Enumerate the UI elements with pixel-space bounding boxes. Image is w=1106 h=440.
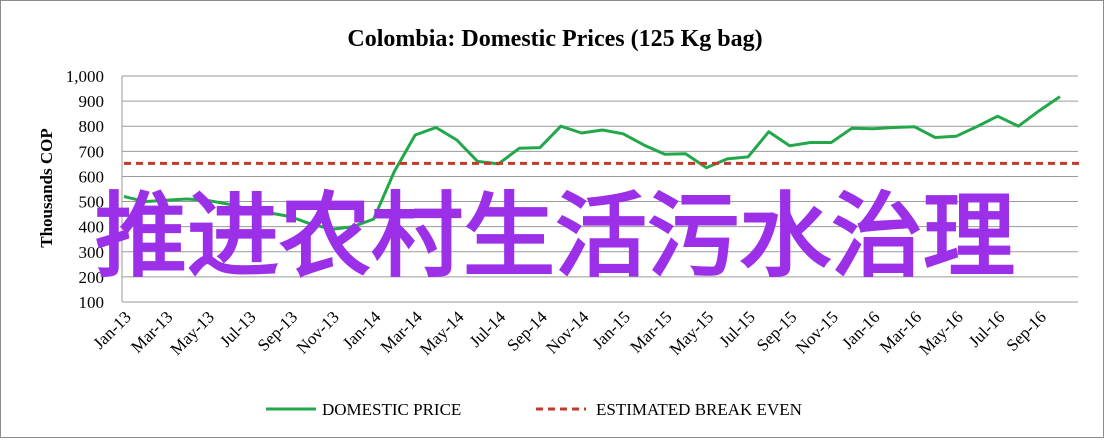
legend-label: ESTIMATED BREAK EVEN xyxy=(596,400,802,419)
y-tick-label: 700 xyxy=(79,142,105,161)
y-tick-label: 300 xyxy=(79,243,105,262)
watermark-overlay: 推进农村生活污水治理 xyxy=(95,183,1015,290)
x-tick-label: Nov-14 xyxy=(542,307,593,358)
x-tick-label: Jul-15 xyxy=(715,307,758,350)
y-tick-label: 600 xyxy=(79,167,105,186)
x-tick-label: Jan-16 xyxy=(838,307,883,352)
y-axis-label: Thousands COP xyxy=(37,128,56,248)
x-tick-label: Sep-13 xyxy=(254,307,301,354)
x-tick-label: May-13 xyxy=(167,307,218,358)
y-tick-label: 1,000 xyxy=(66,67,104,86)
x-tick-label: May-16 xyxy=(915,307,966,358)
x-tick-label: Jul-14 xyxy=(466,307,510,351)
x-tick-label: Jan-14 xyxy=(339,307,385,353)
y-tick-label: 500 xyxy=(79,193,105,212)
series-lines xyxy=(123,95,1081,231)
x-tick-label: Sep-15 xyxy=(753,307,800,354)
series-line-domestic-price xyxy=(123,95,1061,231)
y-axis-ticks: 100 200 300 400 500 600 700 800 900 1,000 xyxy=(66,67,104,312)
y-tick-label: 800 xyxy=(79,117,105,136)
chart-title: Colombia: Domestic Prices (125 Kg bag) xyxy=(347,26,762,52)
x-tick-label: May-15 xyxy=(666,307,717,358)
y-tick-label: 200 xyxy=(79,268,105,287)
x-axis-ticks: Jan-13Mar-13May-13Jul-13Sep-13Nov-13Jan-… xyxy=(89,307,1050,359)
x-tick-label: Jul-13 xyxy=(216,307,259,350)
y-tick-label: 100 xyxy=(79,293,105,312)
x-tick-label: Sep-16 xyxy=(1003,307,1050,354)
x-tick-label: Sep-14 xyxy=(503,307,551,355)
x-tick-label: Jan-13 xyxy=(89,307,134,352)
y-tick-label: 400 xyxy=(79,218,105,237)
x-tick-label: Nov-13 xyxy=(293,307,343,357)
x-tick-label: Jan-15 xyxy=(589,307,634,352)
legend: DOMESTIC PRICE ESTIMATED BREAK EVEN xyxy=(266,400,802,419)
legend-label: DOMESTIC PRICE xyxy=(322,400,461,419)
x-tick-label: May-14 xyxy=(416,307,468,359)
x-tick-label: Jul-16 xyxy=(965,307,1008,350)
x-tick-label: Nov-15 xyxy=(792,307,842,357)
gridlines xyxy=(121,75,1078,303)
y-tick-label: 900 xyxy=(79,92,105,111)
